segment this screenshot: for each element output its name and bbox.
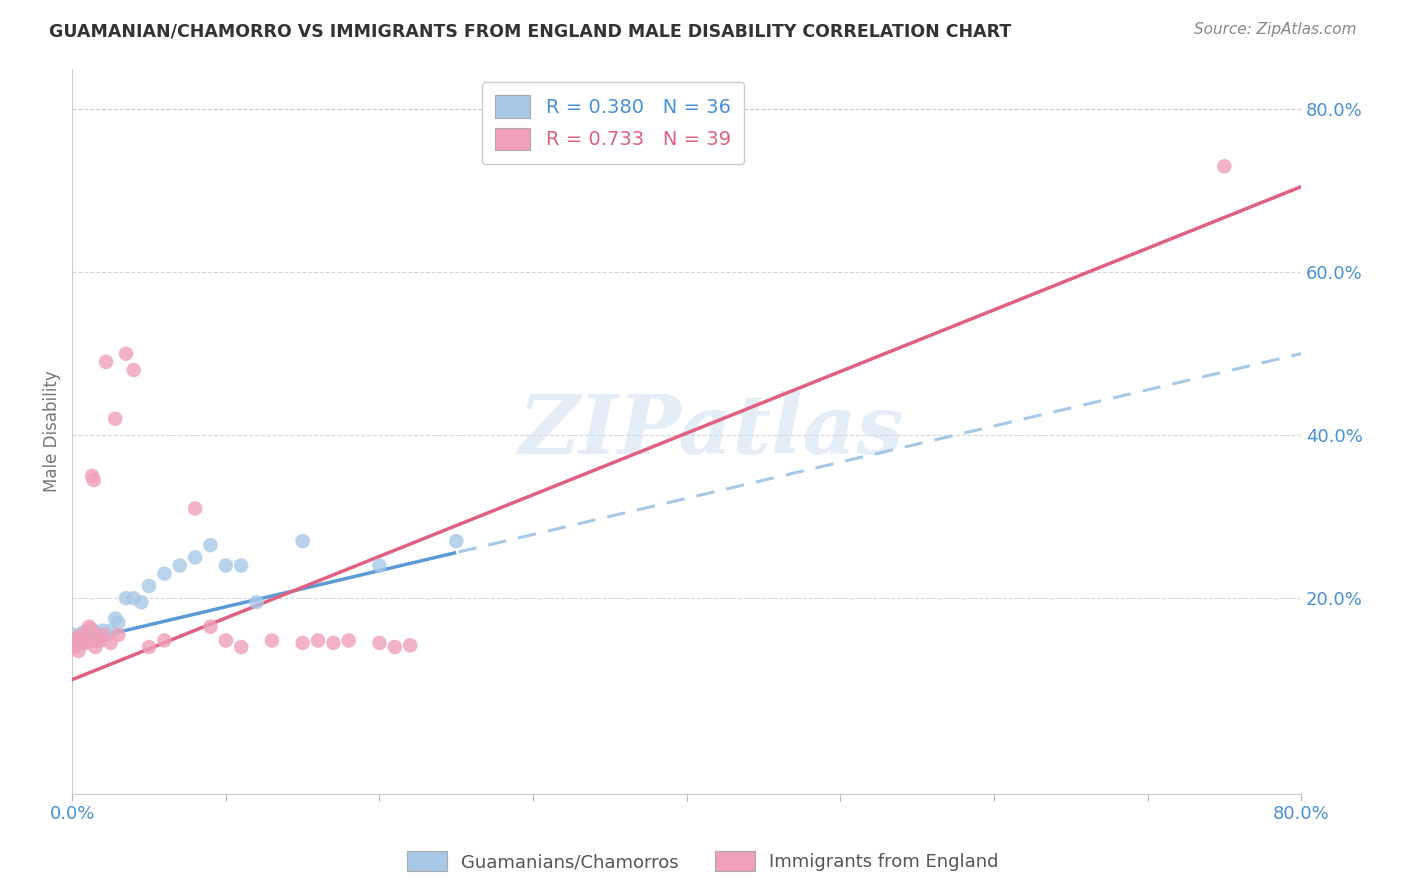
Point [72,636,94,650]
Point [65,632,87,646]
Point [73,633,96,648]
Point [169,558,191,573]
Point [100,636,122,650]
Point [77,620,100,634]
Point [231,558,253,573]
Point [291,636,314,650]
Point [72,625,94,640]
Point [307,633,329,648]
Point [73,632,96,646]
Point [86,633,108,648]
Point [70,632,93,646]
Point [69,633,91,648]
Point [245,595,267,609]
Text: Source: ZipAtlas.com: Source: ZipAtlas.com [1194,22,1357,37]
Point [62,640,84,654]
Point [91,628,114,642]
Point [200,620,222,634]
Point [100,624,122,638]
Point [70,628,93,642]
Point [153,633,176,648]
Point [1213,159,1236,173]
Legend: R = 0.380   N = 36, R = 0.733   N = 39: R = 0.380 N = 36, R = 0.733 N = 39 [481,82,744,164]
Point [83,624,105,638]
Point [107,615,129,630]
Point [79,630,101,644]
Y-axis label: Male Disability: Male Disability [44,370,60,492]
Point [231,640,253,654]
Point [86,628,108,642]
Point [79,622,101,636]
Point [384,640,406,654]
Point [337,633,360,648]
Point [104,611,127,625]
Point [115,591,138,606]
Point [89,633,111,648]
Point [94,355,117,369]
Point [69,636,91,650]
Point [89,633,111,648]
Point [153,566,176,581]
Point [368,558,391,573]
Point [67,644,90,658]
Text: ZIPatlas: ZIPatlas [519,391,904,471]
Point [122,363,145,377]
Point [184,501,207,516]
Point [67,630,90,644]
Point [399,639,422,653]
Point [200,538,222,552]
Point [138,640,160,654]
Point [76,633,98,648]
Point [84,640,107,654]
Point [115,347,138,361]
Point [82,628,104,642]
Point [122,591,145,606]
Point [82,469,104,483]
Point [83,473,105,487]
Point [66,633,89,648]
Point [131,595,153,609]
Legend: Guamanians/Chamorros, Immigrants from England: Guamanians/Chamorros, Immigrants from En… [399,844,1007,879]
Point [66,632,89,646]
Point [62,628,84,642]
Point [107,628,129,642]
Point [184,550,207,565]
Point [368,636,391,650]
Point [91,624,114,638]
Point [94,628,117,642]
Point [260,633,283,648]
Point [322,636,344,650]
Text: GUAMANIAN/CHAMORRO VS IMMIGRANTS FROM ENGLAND MALE DISABILITY CORRELATION CHART: GUAMANIAN/CHAMORRO VS IMMIGRANTS FROM EN… [49,22,1011,40]
Point [76,632,98,646]
Point [65,636,87,650]
Point [446,534,468,549]
Point [215,633,238,648]
Point [75,636,97,650]
Point [138,579,160,593]
Point [75,628,97,642]
Point [84,633,107,648]
Point [215,558,238,573]
Point [104,412,127,426]
Point [291,534,314,549]
Point [77,633,100,648]
